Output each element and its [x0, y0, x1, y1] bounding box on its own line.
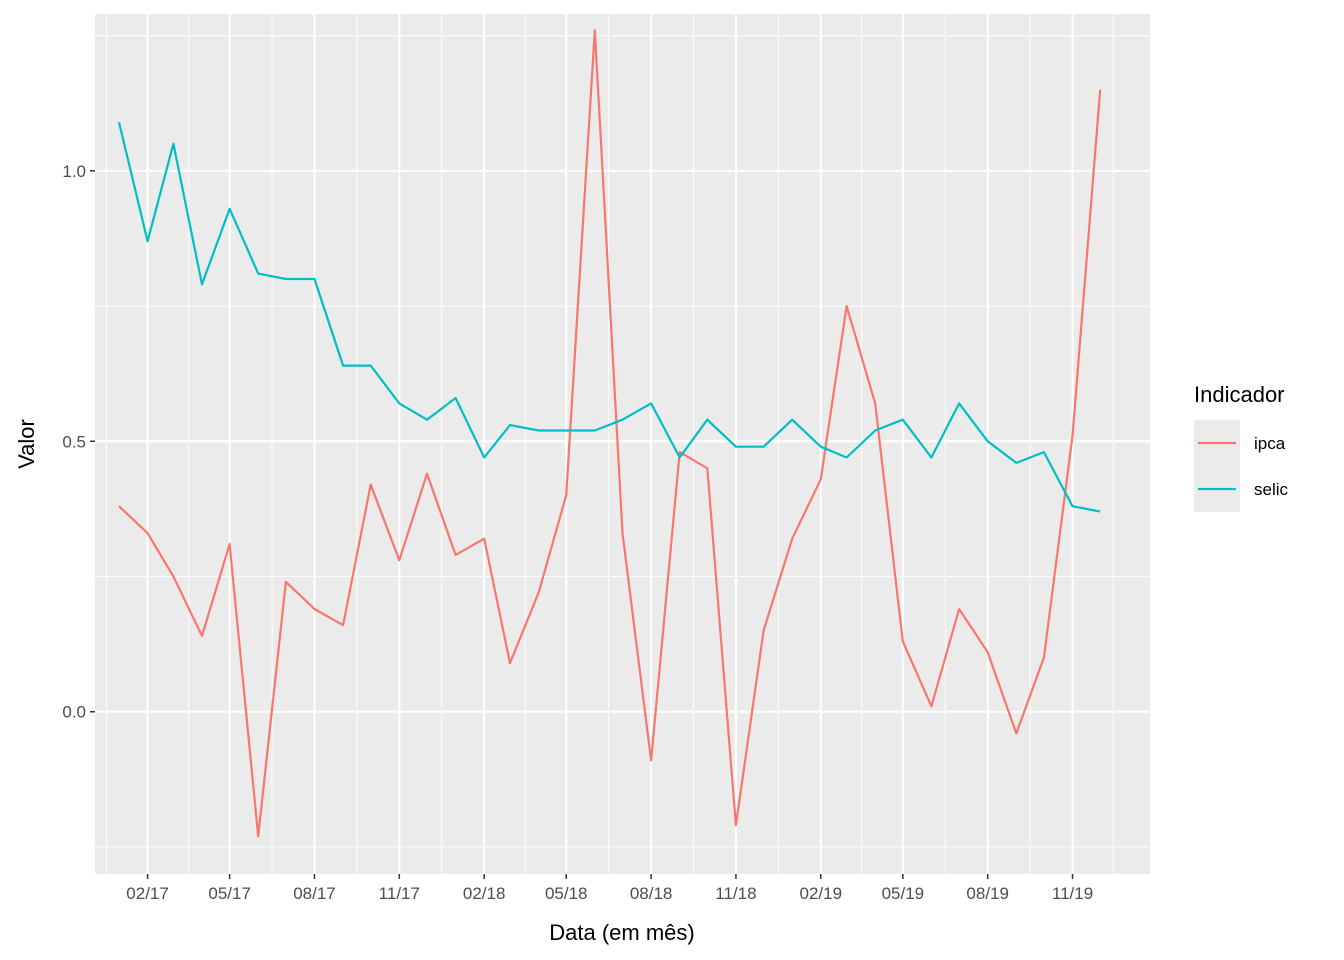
x-tick-label: 02/19: [800, 884, 843, 903]
x-tick-label: 08/17: [293, 884, 336, 903]
series-line-selic: [117, 121, 1101, 513]
legend: Indicador ipca selic: [1194, 382, 1289, 512]
x-tick-label: 02/18: [463, 884, 506, 903]
legend-label-selic: selic: [1254, 480, 1289, 499]
x-tick-label: 05/19: [882, 884, 925, 903]
major-gridlines: [95, 14, 1150, 874]
y-tick-label: 0.5: [62, 432, 86, 451]
y-axis-title: Valor: [14, 419, 39, 469]
legend-title: Indicador: [1194, 382, 1285, 407]
x-tick-label: 11/17: [379, 884, 420, 903]
x-tick-label: 11/19: [1052, 884, 1093, 903]
y-tick-label: 0.0: [62, 703, 86, 722]
x-tick-label: 08/18: [630, 884, 673, 903]
x-tick-label: 08/19: [966, 884, 1009, 903]
plot-panel: [95, 14, 1150, 874]
x-tick-label: 02/17: [126, 884, 169, 903]
x-axis: 02/17 05/17 08/17 11/17 02/18 05/18 08/18 11/18…: [126, 874, 1093, 903]
series-line-ipca: [118, 29, 1102, 838]
x-tick-label: 11/18: [715, 884, 756, 903]
y-axis: 0.0 0.5 1.0: [62, 162, 95, 722]
x-tick-label: 05/17: [208, 884, 251, 903]
x-tick-label: 05/18: [545, 884, 588, 903]
y-tick-label: 1.0: [62, 162, 86, 181]
series-layer: [117, 29, 1102, 838]
x-axis-title: Data (em mês): [549, 920, 694, 945]
legend-label-ipca: ipca: [1254, 434, 1286, 453]
